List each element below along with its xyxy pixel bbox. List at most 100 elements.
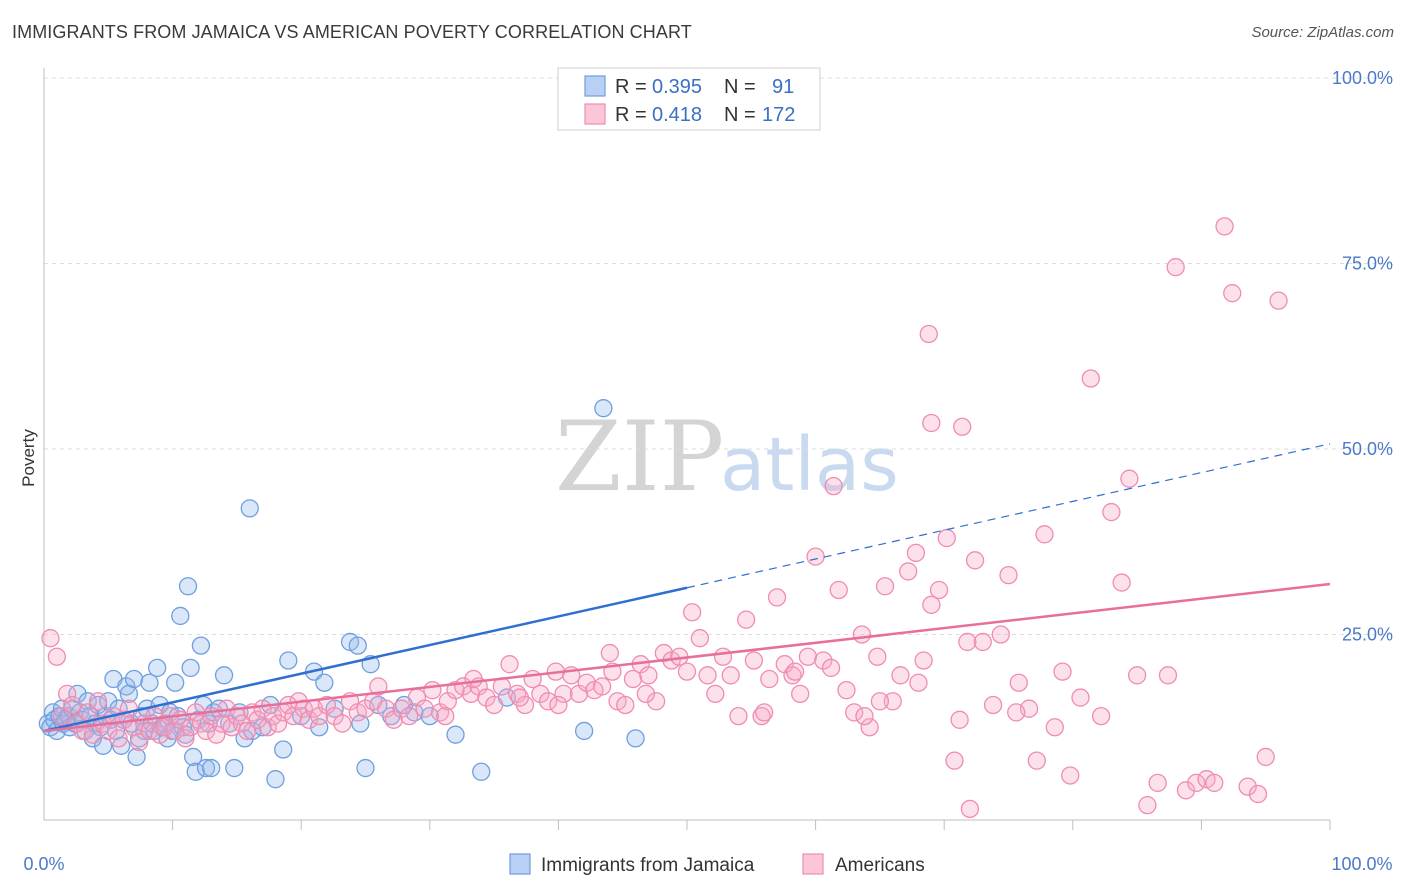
point-jamaica-36 — [127, 747, 146, 767]
point-americans-2 — [52, 706, 72, 726]
point-americans-181 — [785, 662, 805, 681]
point-americans-184 — [549, 695, 568, 715]
point-jamaica-13 — [68, 684, 87, 704]
point-americans-171 — [919, 324, 938, 344]
point-americans-22 — [155, 718, 175, 737]
bottom-legend-swatch-americans — [802, 853, 824, 875]
point-americans-177 — [855, 706, 874, 726]
point-americans-142 — [999, 565, 1018, 585]
point-jamaica-41 — [140, 673, 159, 692]
y-tick-label-75: 75.0% — [1342, 254, 1393, 274]
y-tick-label-100: 100.0% — [1332, 68, 1393, 88]
point-americans-13 — [109, 729, 128, 748]
point-jamaica-96 — [472, 762, 491, 781]
point-americans-92 — [616, 695, 635, 715]
point-americans-106 — [721, 666, 740, 685]
point-americans-138 — [965, 551, 985, 570]
point-jamaica-53 — [171, 606, 190, 626]
point-jamaica-86 — [348, 636, 367, 655]
source-label: Source: ZipAtlas.com — [1251, 24, 1394, 41]
point-jamaica-32 — [117, 677, 136, 696]
x-tick-label-0: 0.0% — [23, 854, 64, 874]
point-americans-156 — [1127, 666, 1147, 685]
point-americans-165 — [1215, 217, 1234, 236]
point-americans-112 — [767, 588, 787, 607]
point-jamaica-83 — [315, 673, 334, 692]
point-americans-143 — [1009, 673, 1028, 692]
point-jamaica-77 — [266, 770, 285, 789]
point-americans-97 — [654, 643, 674, 663]
legend-n-label-americans: N = — [724, 104, 756, 126]
point-jamaica-63 — [196, 758, 216, 778]
legend-r-value-americans: 0.418 — [652, 104, 702, 126]
point-americans-123 — [852, 625, 872, 644]
point-americans-96 — [646, 692, 666, 711]
point-americans-119 — [821, 658, 841, 678]
point-americans-100 — [677, 662, 697, 681]
x-tick-label-100: 100.0% — [1331, 854, 1392, 874]
point-americans-74 — [477, 688, 496, 707]
point-americans-44 — [268, 714, 288, 733]
point-jamaica-58 — [184, 747, 203, 767]
point-americans-54 — [325, 706, 344, 726]
point-americans-17 — [130, 732, 149, 752]
point-americans-26 — [176, 729, 195, 748]
bottom-legend: Immigrants from Jamaica Americans — [509, 853, 925, 876]
point-jamaica-72 — [235, 729, 254, 748]
point-jamaica-70 — [225, 758, 244, 778]
point-americans-170 — [1269, 291, 1288, 310]
point-americans-169 — [1256, 747, 1275, 767]
legend-swatch-americans — [584, 103, 606, 125]
point-americans-58 — [356, 699, 375, 718]
y-tick-label-50: 50.0% — [1342, 439, 1393, 459]
point-jamaica-78 — [274, 740, 293, 759]
point-americans-77 — [500, 655, 519, 674]
point-americans-174 — [824, 476, 843, 496]
point-americans-3 — [57, 684, 77, 704]
point-americans-0 — [41, 629, 60, 648]
point-jamaica-79 — [279, 651, 298, 670]
point-americans-129 — [899, 562, 918, 581]
point-americans-108 — [737, 610, 756, 629]
point-americans-136 — [950, 710, 969, 729]
point-americans-133 — [929, 580, 949, 600]
point-americans-128 — [891, 666, 910, 685]
y-tick-label-25: 25.0% — [1342, 625, 1393, 645]
point-americans-81 — [531, 684, 550, 704]
trend-lines — [43, 443, 1331, 733]
point-americans-95 — [639, 666, 658, 685]
point-americans-117 — [806, 547, 825, 566]
point-americans-182 — [636, 684, 655, 704]
point-americans-55 — [333, 714, 352, 733]
legend-n-value-americans: 172 — [762, 104, 795, 126]
point-jamaica-88 — [356, 758, 375, 778]
point-jamaica-39 — [135, 721, 154, 741]
point-jamaica-67 — [209, 699, 229, 718]
point-americans-154 — [1112, 573, 1131, 592]
point-americans-93 — [623, 669, 643, 689]
point-americans-42 — [258, 718, 277, 737]
point-jamaica-100 — [594, 399, 613, 418]
point-americans-139 — [973, 632, 992, 652]
point-americans-105 — [713, 647, 733, 666]
point-americans-87 — [577, 673, 596, 692]
point-americans-131 — [914, 651, 933, 670]
point-americans-187 — [436, 706, 455, 726]
point-americans-64 — [400, 706, 419, 726]
point-jamaica-98 — [574, 721, 594, 741]
point-americans-168 — [1248, 784, 1268, 804]
point-americans-4 — [63, 695, 82, 715]
point-americans-38 — [238, 721, 257, 741]
point-americans-9 — [88, 692, 108, 711]
point-americans-162 — [1187, 773, 1206, 793]
point-americans-104 — [706, 684, 725, 704]
point-americans-140 — [983, 695, 1003, 715]
point-americans-135 — [945, 751, 964, 770]
legend-n-label-jamaica: N = — [724, 76, 756, 98]
point-americans-132 — [922, 595, 941, 614]
trend-line-americans — [43, 582, 1331, 733]
legend-r-label-jamaica: R = — [615, 76, 647, 98]
point-jamaica-59 — [186, 762, 205, 781]
point-jamaica-68 — [214, 666, 234, 685]
point-americans-151 — [1081, 369, 1100, 388]
